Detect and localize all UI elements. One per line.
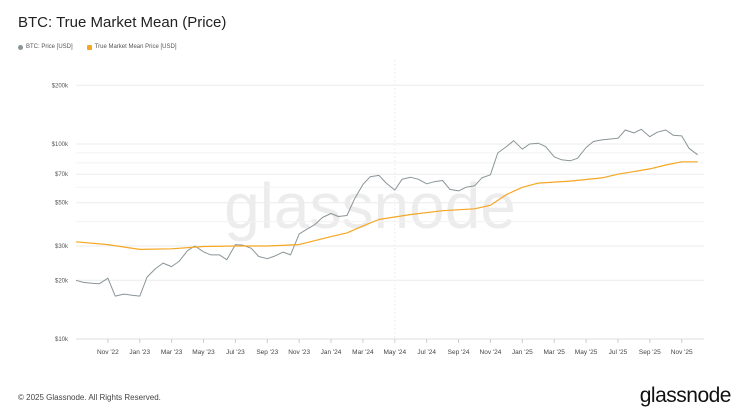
x-tick-label: Jan '25 <box>512 349 533 356</box>
legend-label: True Market Mean Price [USD] <box>94 44 177 50</box>
x-tick-label: May '25 <box>575 349 598 356</box>
x-tick-label: Mar '24 <box>352 349 374 356</box>
x-tick-label: May '23 <box>192 349 215 356</box>
x-tick-label: Nov '23 <box>288 349 310 356</box>
x-tick-label: Sep '25 <box>639 349 661 356</box>
y-tick-label: $100k <box>52 142 69 148</box>
x-tick-label: Sep '23 <box>256 349 278 356</box>
series-line-true-market-mean <box>75 161 698 250</box>
legend-item-tmm[interactable]: True Market Mean Price [USD] <box>86 44 177 50</box>
glassnode-logo: glassnode <box>639 384 732 407</box>
x-tick-label: Jul '23 <box>226 349 245 356</box>
x-tick-label: Sep '24 <box>448 349 470 356</box>
y-tick-label: $50k <box>55 201 69 207</box>
legend: BTC: Price [USD] True Market Mean Price … <box>18 44 177 50</box>
legend-swatch-price <box>18 44 23 50</box>
x-tick-label: Mar '23 <box>161 349 183 356</box>
legend-item-price[interactable]: BTC: Price [USD] <box>18 44 73 50</box>
y-tick-label: $10k <box>55 337 69 343</box>
y-tick-label: $200k <box>52 83 69 89</box>
x-tick-label: May '24 <box>384 349 407 356</box>
series-line-btc-price <box>75 128 698 297</box>
legend-label: BTC: Price [USD] <box>26 44 73 50</box>
x-tick-label: Jul '25 <box>609 349 628 356</box>
x-tick-label: Nov '25 <box>671 349 693 356</box>
chart-title: BTC: True Market Mean (Price) <box>18 14 227 31</box>
y-tick-label: $70k <box>55 172 69 178</box>
x-tick-label: Jan '24 <box>321 349 342 356</box>
legend-swatch-tmm <box>86 44 92 50</box>
x-tick-label: Nov '24 <box>480 349 502 356</box>
x-tick-label: Nov '22 <box>97 349 119 356</box>
copyright: © 2025 Glassnode. All Rights Reserved. <box>18 393 161 402</box>
x-tick-label: Jul '24 <box>417 349 436 356</box>
y-tick-label: $20k <box>55 278 69 284</box>
watermark: glassnode <box>224 170 516 242</box>
x-tick-label: Jan '23 <box>129 349 150 356</box>
x-tick-label: Mar '25 <box>543 349 565 356</box>
y-tick-label: $30k <box>55 244 69 250</box>
